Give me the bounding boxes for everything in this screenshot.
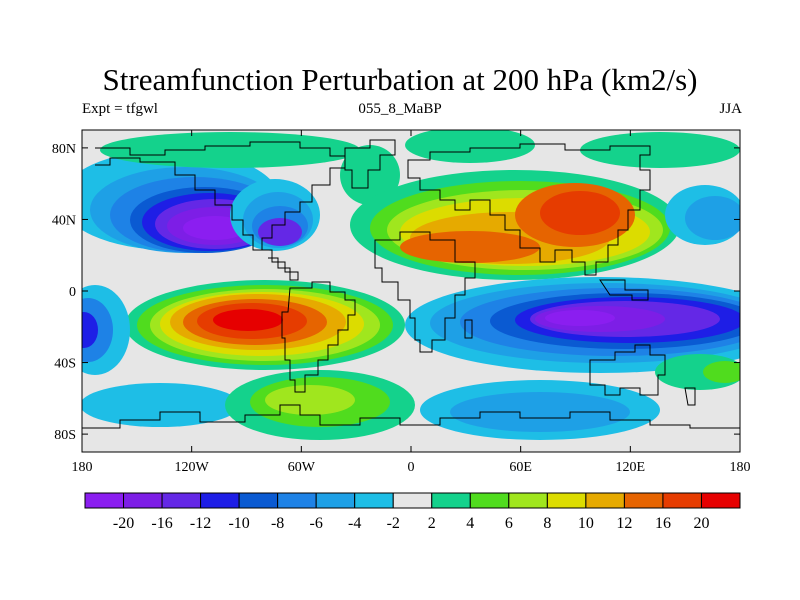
colorbar-label: 10: [578, 515, 594, 532]
x-tick-label: 120E: [616, 460, 646, 475]
x-tick-label: 120W: [175, 460, 210, 475]
colorbar-swatch: [161, 492, 202, 509]
colorbar-swatch: [700, 492, 741, 509]
subtitle-case: 055_8_MaBP: [358, 101, 442, 117]
colorbar-swatch: [623, 492, 664, 509]
y-tick-label: 0: [69, 285, 76, 300]
x-tick-label: 60W: [288, 460, 316, 475]
colorbar-swatch: [546, 492, 587, 509]
y-tick-label: 80S: [54, 428, 76, 443]
colorbar-label: -4: [348, 515, 361, 532]
new-zealand-outline: [684, 387, 696, 406]
eurasia-high: [350, 170, 680, 280]
south-pacific-high: [125, 280, 405, 370]
colorbar-label: -10: [228, 515, 249, 532]
africa-outline: [374, 231, 476, 353]
colorbar-label: -6: [310, 515, 323, 532]
x-tick-label: 0: [408, 460, 415, 475]
subtitle-season: JJA: [719, 101, 742, 117]
colorbar-label: 8: [543, 515, 551, 532]
colorbar-swatch: [662, 492, 702, 509]
antarctica-outline: [82, 404, 740, 429]
x-axis: 180 120W 60W 0 60E 120E 180: [72, 130, 751, 475]
colorbar-label: -2: [387, 515, 400, 532]
colorbar-label: -16: [151, 515, 172, 532]
y-axis: 80N 40N 0 40S 80S: [52, 142, 740, 443]
colorbar-swatch: [469, 492, 510, 509]
colorbar-label: 4: [466, 515, 474, 532]
colorbar-label: 16: [655, 515, 671, 532]
contour-field: [82, 130, 740, 452]
colorbar-swatch: [354, 492, 394, 509]
colorbar-label: -12: [190, 515, 211, 532]
eurasia-outline: [407, 143, 651, 276]
y-tick-label: 80N: [52, 142, 76, 157]
x-tick-label: 180: [72, 460, 93, 475]
coastlines: [82, 139, 740, 429]
southeast-asia-outline: [599, 279, 649, 301]
y-tick-label: 40S: [54, 357, 76, 372]
central-america-outline: [262, 249, 299, 281]
map-title: Streamfunction Perturbation at 200 hPa (…: [102, 62, 698, 97]
x-tick-label: 180: [730, 460, 751, 475]
colorbar-swatch: [585, 492, 625, 509]
x-tick-label: 60E: [509, 460, 532, 475]
colorbar-swatch: [200, 492, 240, 509]
colorbar: -20 -16 -12 -10 -8 -6 -4 -2 2 4 6 8 10 12 16 20: [84, 492, 741, 532]
arctic-positive-band: [100, 130, 740, 205]
colorbar-swatch: [431, 492, 471, 509]
colorbar-swatch: [392, 492, 433, 509]
colorbar-swatch: [277, 492, 317, 509]
colorbar-label: 20: [693, 515, 709, 532]
colorbar-swatch: [508, 492, 548, 509]
y-tick-label: 40N: [52, 213, 76, 228]
south-america-outline: [281, 281, 356, 393]
colorbar-swatch: [238, 492, 279, 509]
greenland-outline: [344, 139, 396, 189]
subtitle-experiment: Expt = tfgwl: [82, 101, 158, 117]
colorbar-label: 12: [616, 515, 632, 532]
indian-ocean-low: [405, 277, 740, 373]
colorbar-label: -8: [271, 515, 284, 532]
colorbar-label: 6: [505, 515, 513, 532]
australia-outline: [589, 344, 666, 396]
north-america-outline: [95, 141, 346, 251]
madagascar-outline: [464, 319, 473, 339]
colorbar-label: -20: [113, 515, 134, 532]
colorbar-swatch: [84, 492, 125, 509]
colorbar-swatch: [315, 492, 356, 509]
colorbar-swatch: [123, 492, 163, 509]
colorbar-label: 2: [428, 515, 436, 532]
